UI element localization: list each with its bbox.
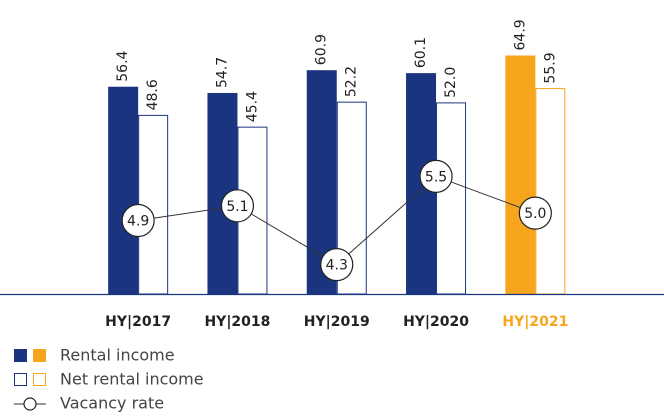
vacancy-label: 5.1 (226, 199, 248, 215)
legend-label: Net rental income (60, 370, 204, 389)
value-label: 45.4 (244, 91, 260, 122)
value-label: 60.1 (413, 37, 429, 68)
bar (535, 88, 566, 295)
value-label: 54.7 (214, 57, 230, 88)
x-tick-label: HY|2018 (204, 314, 270, 330)
vacancy-label: 5.0 (524, 206, 546, 222)
legend-label: Rental income (60, 346, 175, 365)
vacancy-marker (121, 203, 155, 238)
bar (138, 114, 169, 295)
value-label: 56.4 (115, 50, 131, 81)
x-tick-label: HY|2019 (304, 314, 370, 330)
x-tick-label: HY|2017 (105, 314, 171, 330)
vacancy-label: 4.9 (127, 214, 149, 230)
legend-swatch (14, 349, 27, 362)
bar (436, 102, 467, 295)
bar (108, 86, 139, 294)
value-label: 52.0 (443, 67, 459, 98)
legend-marker (23, 397, 37, 411)
x-tick-label: HY|2020 (403, 314, 469, 330)
legend-swatch (33, 373, 46, 386)
value-label: 48.6 (145, 79, 161, 110)
vacancy-marker (518, 196, 552, 230)
value-label: 52.2 (344, 66, 360, 97)
vacancy-label: 5.5 (425, 169, 447, 185)
value-label: 60.9 (314, 34, 330, 65)
vacancy-marker (320, 248, 354, 282)
legend-swatch (14, 373, 27, 386)
value-label: 64.9 (512, 19, 528, 50)
bar (505, 55, 536, 295)
legend-swatch (33, 349, 46, 362)
vacancy-label: 4.3 (326, 258, 348, 274)
legend-label: Vacancy rate (60, 394, 164, 413)
x-tick-label: HY|2021 (502, 314, 568, 330)
value-label: 55.9 (542, 52, 558, 83)
vacancy-marker (220, 189, 255, 223)
vacancy-marker (419, 159, 453, 193)
